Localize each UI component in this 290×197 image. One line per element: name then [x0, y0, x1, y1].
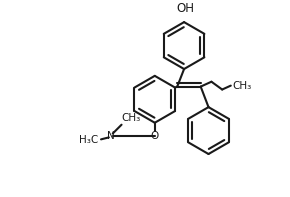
Text: H₃C: H₃C	[79, 135, 98, 145]
Text: O: O	[151, 131, 159, 141]
Text: CH₃: CH₃	[233, 81, 252, 91]
Text: OH: OH	[176, 2, 194, 15]
Text: N: N	[107, 131, 115, 141]
Text: CH₃: CH₃	[122, 113, 141, 123]
